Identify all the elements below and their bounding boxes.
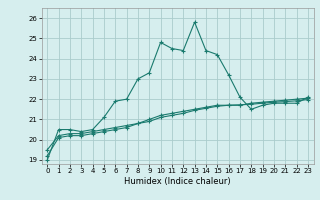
X-axis label: Humidex (Indice chaleur): Humidex (Indice chaleur)	[124, 177, 231, 186]
